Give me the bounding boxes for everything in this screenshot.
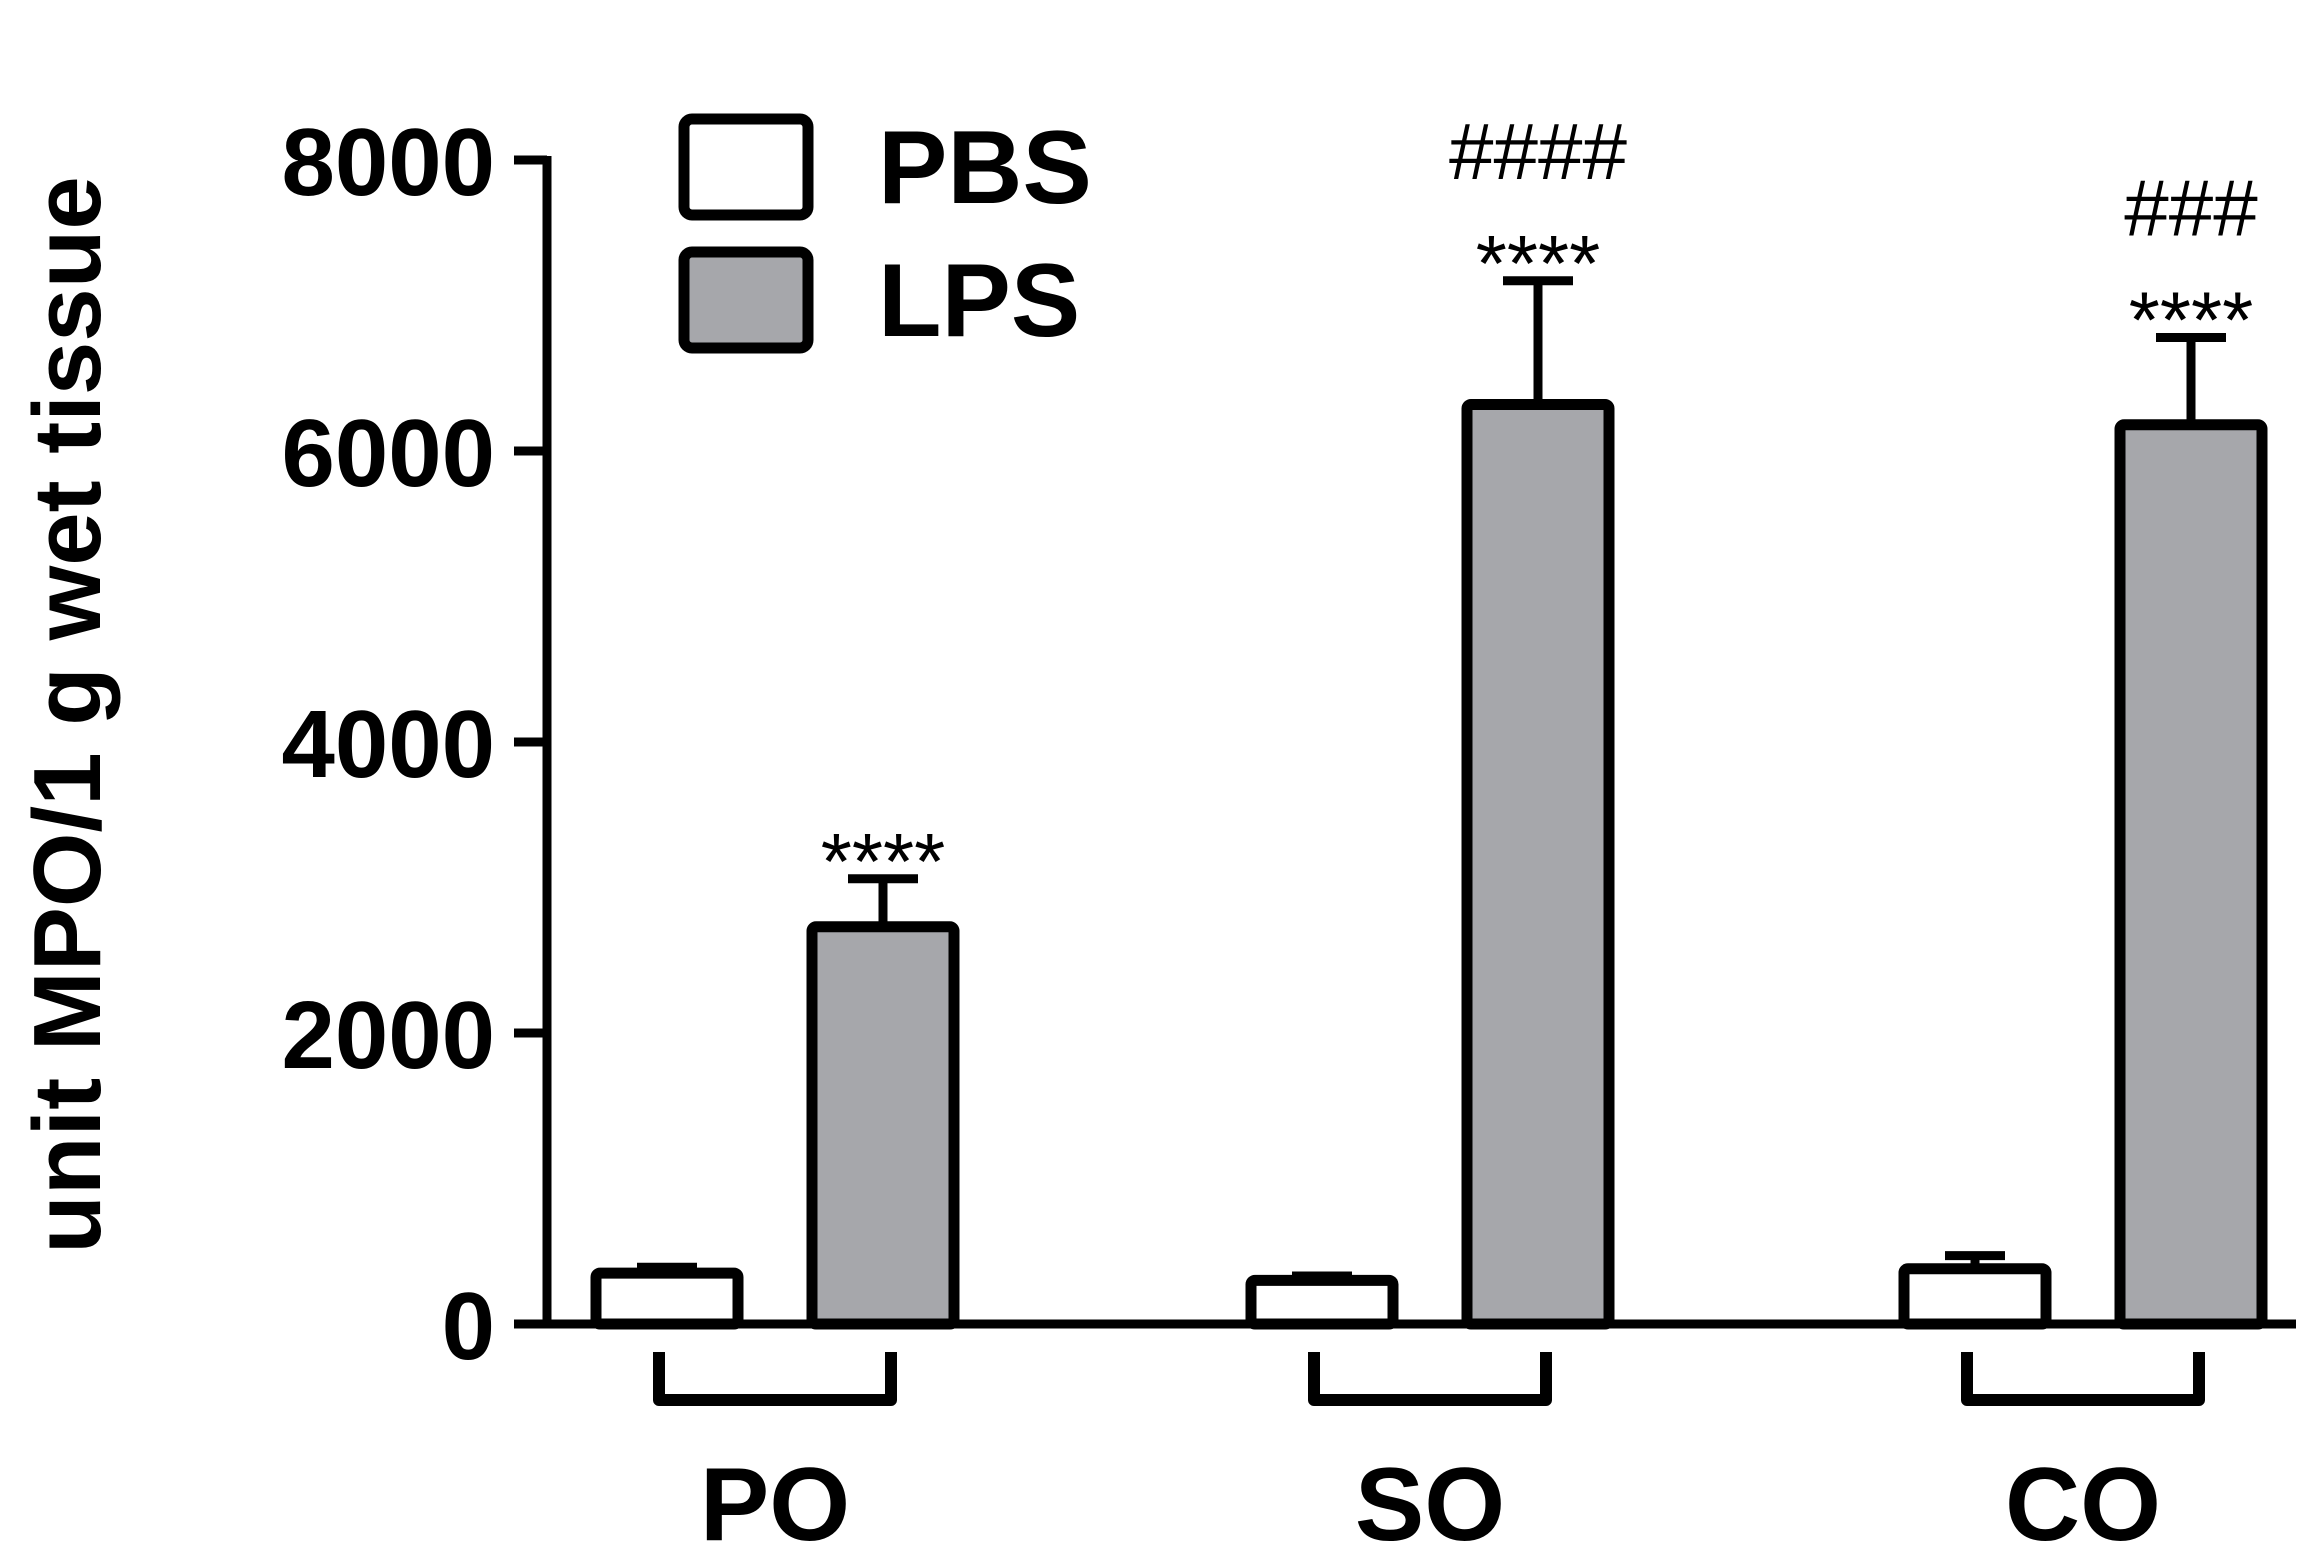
y-tick-label: 8000 [281, 109, 495, 216]
category-label: CO [2005, 1447, 2161, 1554]
legend-swatch-pbs [678, 113, 814, 221]
bar-lps-co [2114, 419, 2268, 1330]
bar-pbs-po [590, 1267, 744, 1330]
y-axis-title: unit MPO/1 g wet tissue [14, 176, 121, 1253]
group-bracket [1961, 1352, 2205, 1406]
group-bracket [653, 1352, 897, 1406]
category-label: SO [1355, 1447, 1505, 1554]
bars [590, 276, 2268, 1330]
bar-pbs-so [1245, 1274, 1399, 1330]
bar-pbs-co [1898, 1263, 2052, 1330]
significance-stars: **** [1476, 219, 1601, 308]
x-axis: PO SO CO [547, 1319, 2296, 1554]
group-bracket [1308, 1352, 1552, 1406]
category-label: PO [700, 1447, 850, 1554]
significance-hashes: ### [2124, 164, 2258, 253]
legend: PBS LPS [678, 110, 1092, 359]
bar-lps-so [1461, 398, 1615, 1330]
y-tick-label: 2000 [281, 982, 495, 1089]
significance-stars: **** [821, 817, 946, 906]
y-tick-label: 0 [442, 1273, 495, 1380]
y-tick-label: 4000 [281, 691, 495, 798]
significance-stars: **** [2129, 276, 2254, 365]
legend-swatch-lps [678, 246, 814, 354]
legend-label-lps: LPS [878, 243, 1080, 359]
annotations: **** #### **** ### **** [821, 107, 2259, 906]
y-axis: 0 2000 4000 6000 8000 [281, 109, 552, 1380]
legend-label-pbs: PBS [878, 110, 1092, 226]
significance-hashes: #### [1449, 107, 1627, 196]
y-tick-label: 6000 [281, 400, 495, 507]
bar-lps-po [806, 921, 960, 1330]
